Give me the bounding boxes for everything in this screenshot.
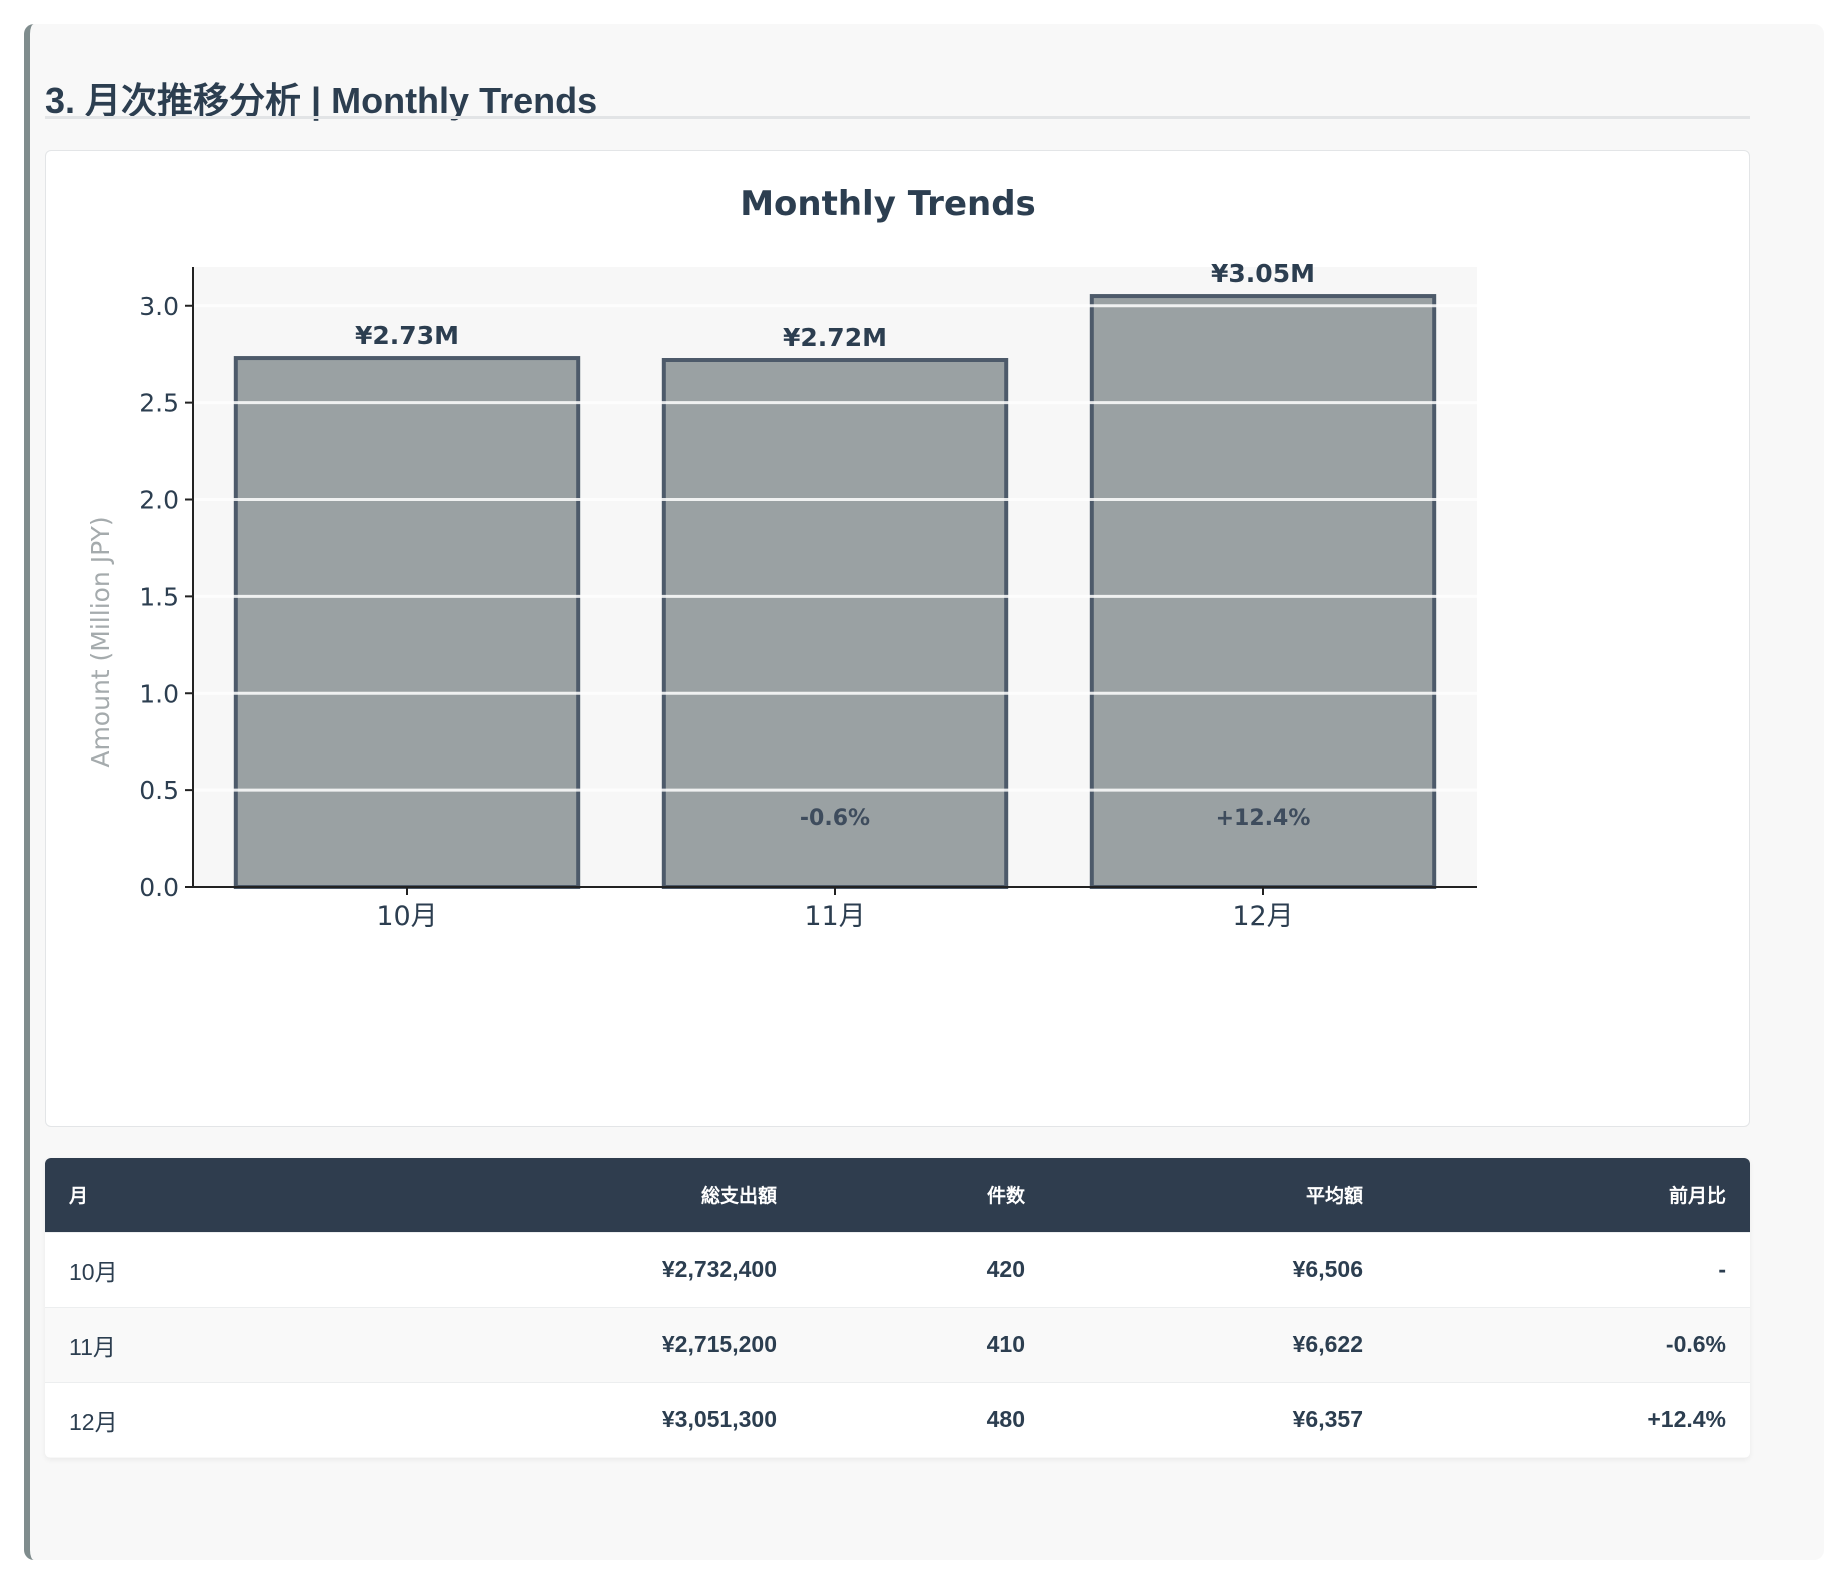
y-tick-label: 2.0 [139, 486, 179, 515]
bar-0 [233, 356, 581, 889]
chart-title: Monthly Trends [740, 184, 1036, 224]
header-total-spend: 総支出額 [700, 1186, 777, 1208]
x-tick-label: 12月 [1232, 901, 1293, 932]
y-tick-label: 1.0 [139, 679, 179, 708]
table-row: 10月 ¥2,732,400 420 ¥6,506 - [45, 1232, 1750, 1307]
header-month: 月 [69, 1186, 89, 1208]
cell-count: 420 [986, 1256, 1025, 1282]
bar-value-label: ¥2.73M [355, 321, 459, 350]
table-row: 11月 ¥2,715,200 410 ¥6,622 -0.6% [45, 1307, 1750, 1382]
bar-value-label: ¥2.72M [783, 323, 887, 352]
cell-total-spend: ¥2,715,200 [661, 1331, 777, 1357]
header-mom-change: 前月比 [1668, 1186, 1726, 1208]
bar-change-label: +12.4% [1216, 806, 1311, 831]
y-tick-label: 0.5 [139, 776, 179, 805]
x-tick-label: 11月 [804, 901, 865, 932]
table-row: 12月 ¥3,051,300 480 ¥6,357 +12.4% [45, 1382, 1750, 1457]
chart-card: 0.0 0.5 1.0 1.5 2.0 2.5 3.0 10月 11月 12月 ¥2.73M ¥2.7… [45, 150, 1750, 1127]
bar-change-label: -0.6% [800, 806, 870, 831]
y-tick-label: 1.5 [139, 582, 179, 611]
cell-month: 10月 [69, 1258, 118, 1285]
cell-month: 12月 [69, 1408, 118, 1435]
header-count: 件数 [986, 1186, 1025, 1208]
cell-average: ¥6,357 [1292, 1406, 1363, 1433]
cell-month: 11月 [69, 1333, 116, 1360]
bar-2 [1089, 294, 1437, 889]
title-divider [45, 116, 1750, 119]
table-header-row: 月 総支出額 件数 平均額 前月比 [45, 1158, 1750, 1232]
y-tick-label: 2.5 [139, 389, 179, 418]
cell-count: 410 [986, 1331, 1025, 1357]
cell-count: 480 [986, 1406, 1025, 1433]
section-title: 3. 月次推移分析 | Monthly Trends [45, 80, 598, 121]
y-tick-label: 0.0 [139, 873, 179, 902]
cell-mom-change: +12.4% [1647, 1406, 1726, 1433]
cell-total-spend: ¥3,051,300 [661, 1406, 777, 1433]
bar-value-label: ¥3.05M [1211, 259, 1315, 288]
cell-average: ¥6,506 [1292, 1256, 1363, 1282]
cell-mom-change: - [1718, 1256, 1726, 1282]
cell-total-spend: ¥2,732,400 [661, 1256, 777, 1282]
header-average: 平均額 [1305, 1186, 1363, 1208]
y-axis-label: Amount (Million JPY) [86, 516, 115, 767]
monthly-summary-table: 月 総支出額 件数 平均額 前月比 10月 ¥2,732,400 420 ¥6,… [45, 1158, 1750, 1458]
x-tick-label: 10月 [376, 901, 437, 932]
monthly-trends-chart: 0.0 0.5 1.0 1.5 2.0 2.5 3.0 10月 11月 12月 ¥2.73M ¥2.7… [86, 184, 1477, 932]
y-tick-label: 3.0 [139, 292, 179, 321]
cell-average: ¥6,622 [1292, 1331, 1363, 1357]
cell-mom-change: -0.6% [1665, 1331, 1726, 1357]
